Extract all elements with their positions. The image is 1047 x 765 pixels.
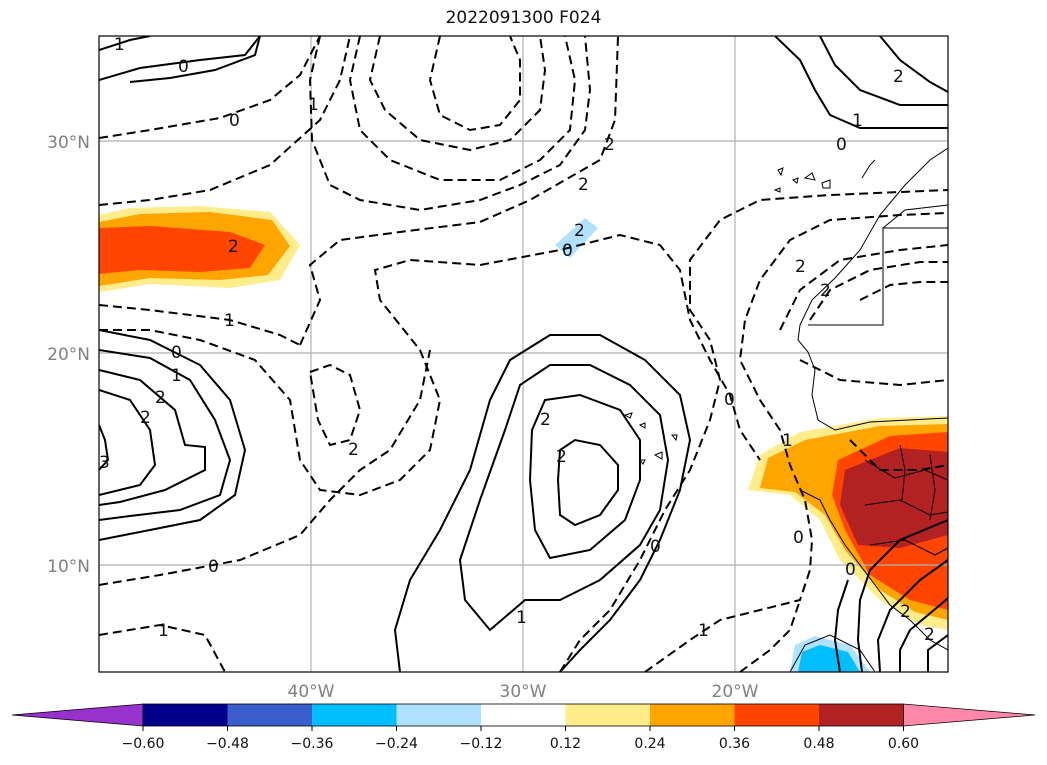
contour-label: 0 xyxy=(178,57,189,77)
colorbar-tick-label: 0.48 xyxy=(803,736,834,752)
contour-label: 0 xyxy=(562,241,573,261)
lat-label: 10°N xyxy=(47,557,90,577)
colorbar xyxy=(11,703,1036,727)
colorbar-segment xyxy=(734,704,820,726)
contour-label: 2 xyxy=(140,408,151,428)
contour-label: 2 xyxy=(893,67,904,87)
contours-solid xyxy=(99,36,948,672)
contour-label: 1 xyxy=(852,111,863,131)
map-layers: 1 0 0 1 2 2 0 2 1 0 1 2 2 2 3 0 1 2 2 2 … xyxy=(99,35,948,672)
contour-label: 2 xyxy=(578,175,589,195)
contour-label: 1 xyxy=(308,95,319,115)
contour-label: 3 xyxy=(99,453,110,473)
contour-label: 1 xyxy=(171,366,182,386)
colorbar-segment xyxy=(650,704,735,726)
colorbar-extend-high xyxy=(903,703,1036,727)
colorbar-tick-label: 0.60 xyxy=(888,736,919,752)
colorbar-segment xyxy=(143,704,228,726)
lat-label: 30°N xyxy=(47,133,90,153)
contours-dashed xyxy=(99,36,948,672)
contour-labels: 1 0 0 1 2 2 0 2 1 0 1 2 2 2 3 0 1 2 2 2 … xyxy=(99,35,935,645)
colorbar-segment xyxy=(481,704,566,726)
gridlines xyxy=(99,36,948,672)
colorbar-segment xyxy=(396,704,482,726)
contour-label: 1 xyxy=(114,35,125,55)
contour-label: 2 xyxy=(604,135,615,155)
contour-label: 2 xyxy=(348,440,359,460)
lon-label: 40°W xyxy=(288,682,335,702)
contour-label: 0 xyxy=(208,557,219,577)
colorbar-outline xyxy=(142,703,904,727)
shaded-field-west xyxy=(99,206,300,292)
colorbar-segment xyxy=(819,704,904,726)
contour-label: 2 xyxy=(228,237,239,257)
colorbar-tick-label: −0.24 xyxy=(375,736,418,752)
colorbar-tick-label: 0.12 xyxy=(550,736,581,752)
colorbar-tick-label: −0.36 xyxy=(291,736,334,752)
contour-label: 0 xyxy=(845,560,856,580)
contour-label: 0 xyxy=(229,111,240,131)
contour-label: 2 xyxy=(900,602,911,622)
contour-label: 1 xyxy=(158,621,169,641)
colorbar-ticks: −0.60 −0.48 −0.36 −0.24 −0.12 0.12 0.24 0.36 0.4… xyxy=(122,726,919,752)
colorbar-tick-label: −0.48 xyxy=(206,736,249,752)
contour-label: 0 xyxy=(171,343,182,363)
contour-label: 0 xyxy=(836,135,847,155)
contour-label: 0 xyxy=(724,390,735,410)
map-frame xyxy=(98,35,949,673)
lon-label: 20°W xyxy=(712,682,759,702)
contour-label: 2 xyxy=(924,625,935,645)
contour-label: 0 xyxy=(650,537,661,557)
lat-labels: 30°N 20°N 10°N xyxy=(47,133,90,577)
page-title: 2022091300 F024 xyxy=(445,8,602,28)
contour-label: 2 xyxy=(540,410,551,430)
contour-label: 1 xyxy=(224,311,235,331)
colorbar-tick-label: −0.60 xyxy=(122,736,165,752)
contour-label: 2 xyxy=(820,281,831,301)
lat-label: 20°N xyxy=(47,345,90,365)
lon-labels: 40°W 30°W 20°W xyxy=(288,682,759,702)
contour-label: 2 xyxy=(556,447,567,467)
contour-label: 1 xyxy=(698,621,709,641)
contour-label: 2 xyxy=(795,257,806,277)
contour-label: 1 xyxy=(516,608,527,628)
contour-label: 0 xyxy=(793,528,804,548)
colorbar-extend-low xyxy=(11,703,144,727)
colorbar-segment xyxy=(227,704,313,726)
contour-label: 1 xyxy=(782,431,793,451)
colorbar-tick-label: 0.24 xyxy=(634,736,665,752)
lon-label: 30°W xyxy=(500,682,547,702)
contour-label: 2 xyxy=(574,221,585,241)
coastline xyxy=(623,147,948,672)
contour-label: 2 xyxy=(155,388,166,408)
colorbar-segment xyxy=(565,704,651,726)
colorbar-tick-label: −0.12 xyxy=(460,736,503,752)
colorbar-tick-label: 0.36 xyxy=(719,736,750,752)
colorbar-segment xyxy=(312,704,397,726)
